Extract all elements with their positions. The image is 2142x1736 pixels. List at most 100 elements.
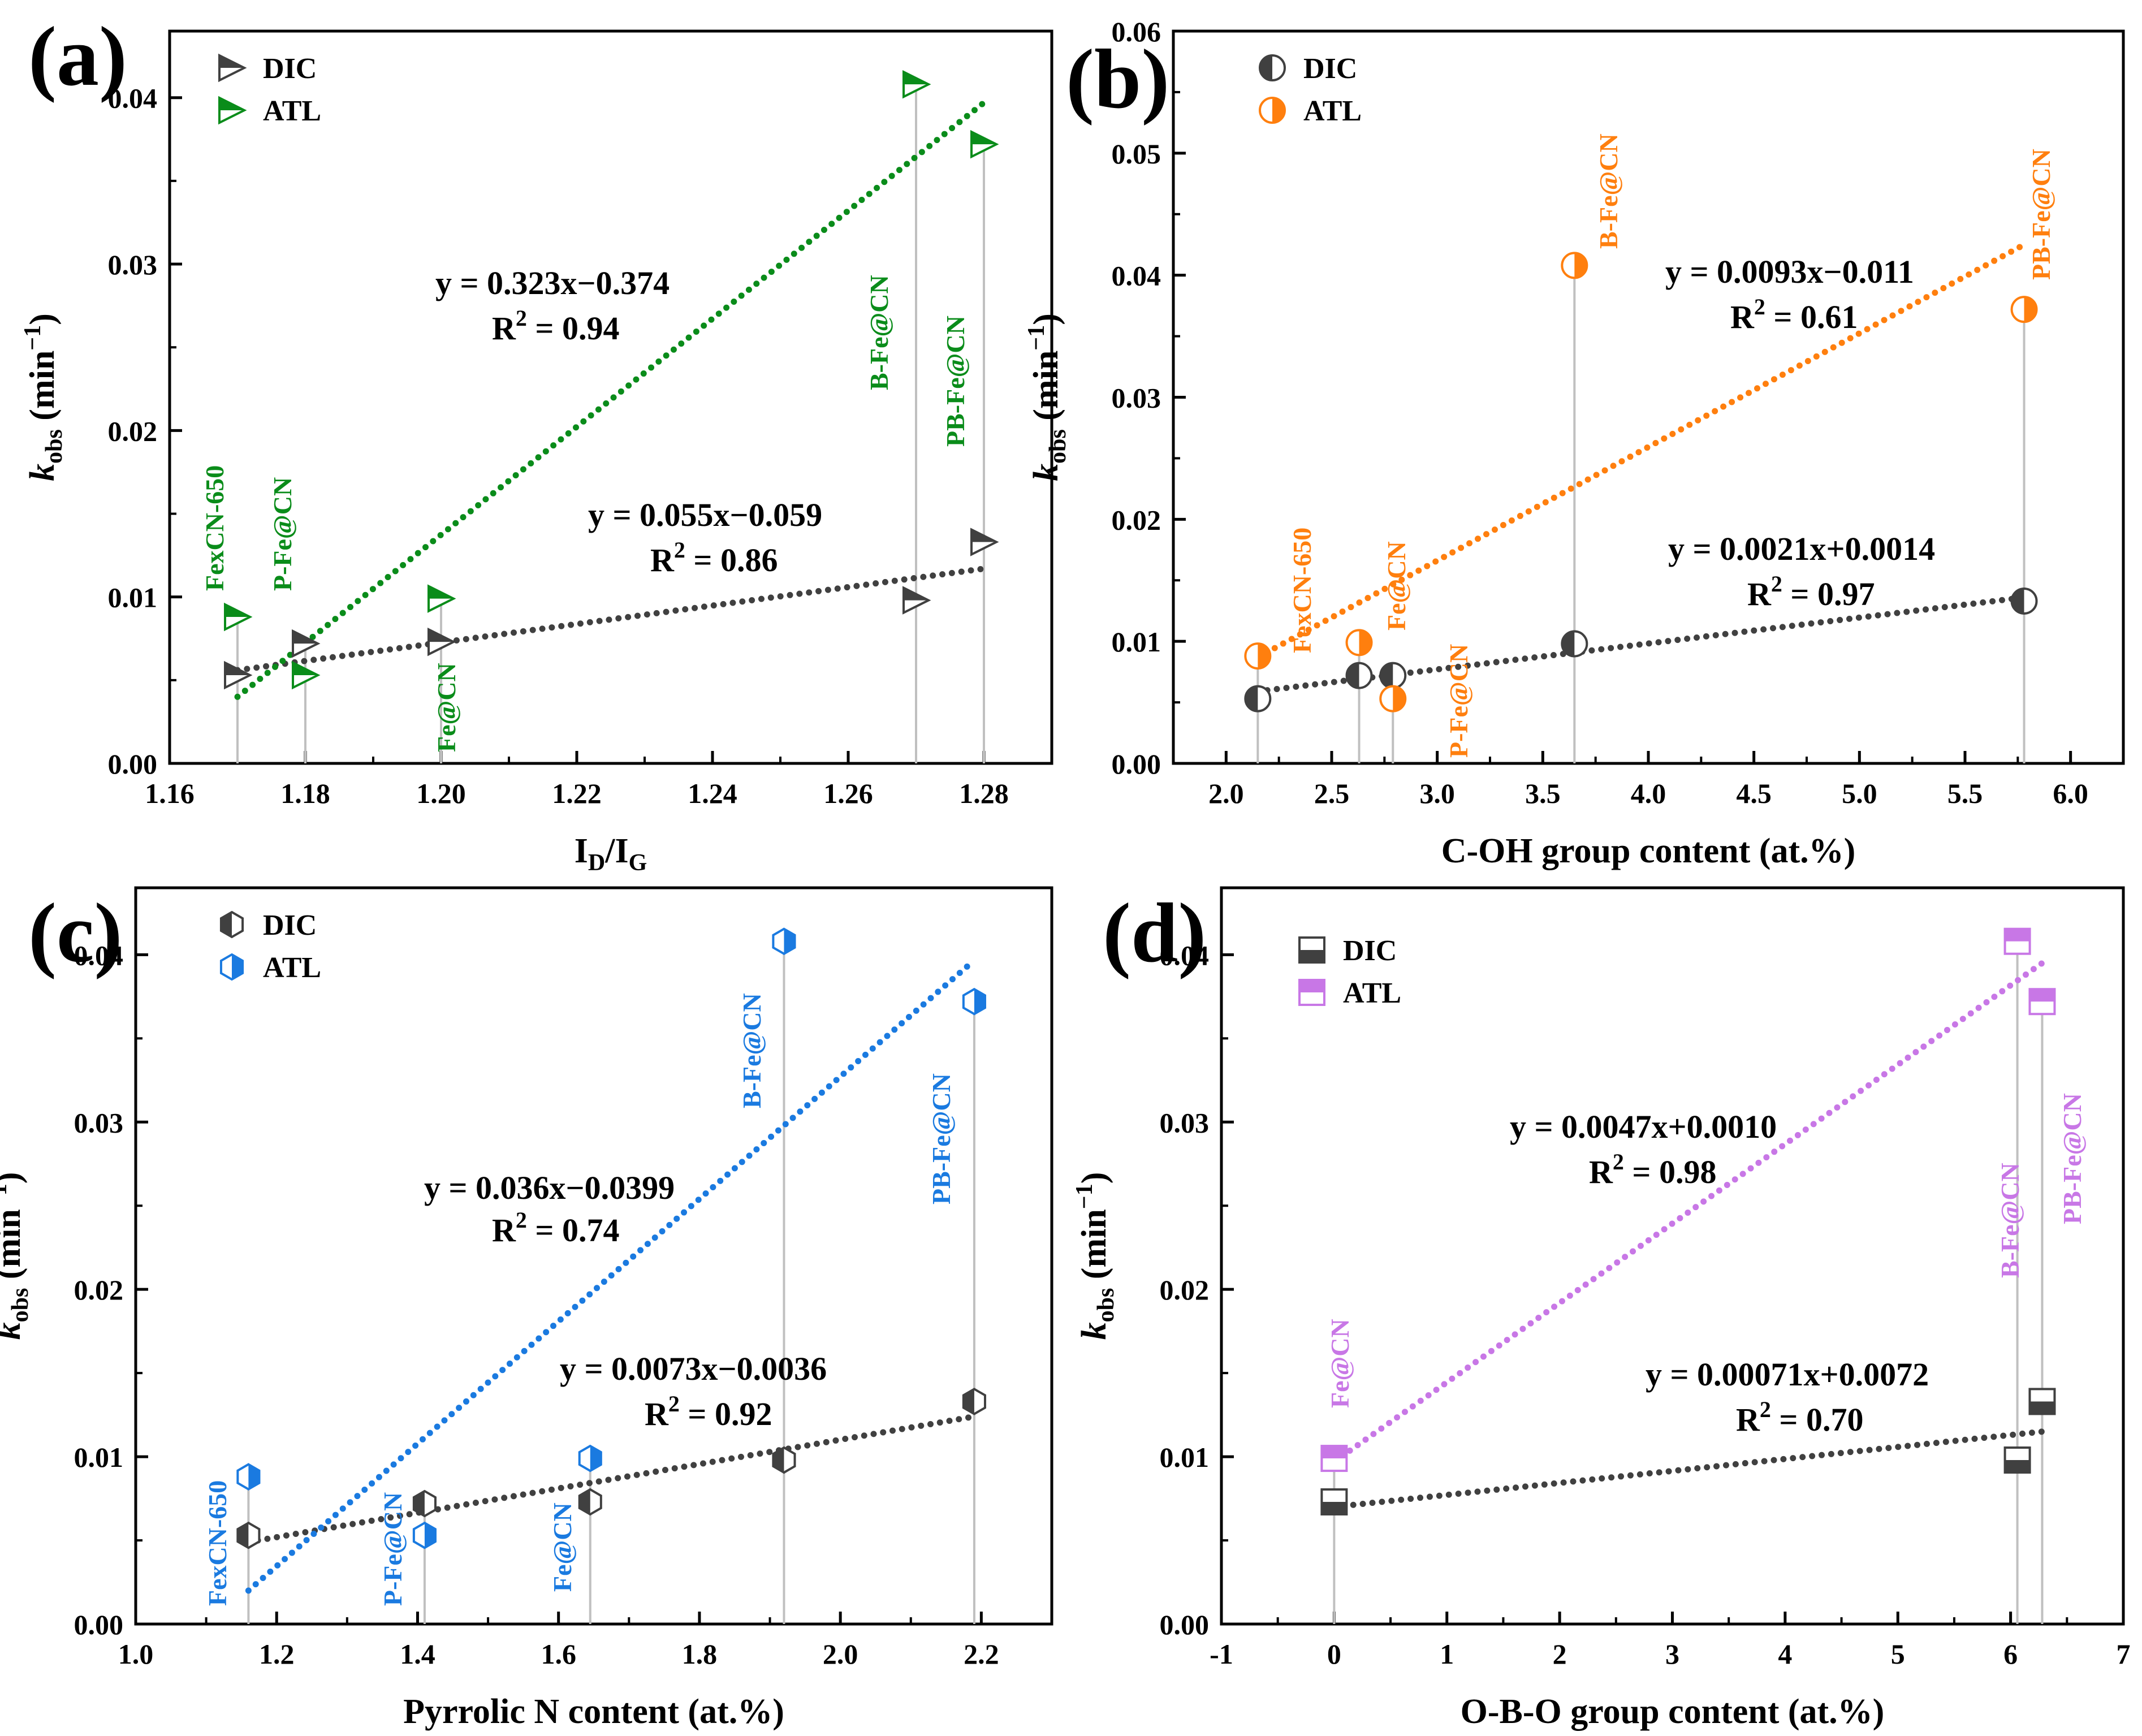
sample-label: Fe@CN bbox=[1382, 541, 1411, 631]
panel-label: (b) bbox=[1066, 32, 1169, 126]
y-tick-label: 0.02 bbox=[108, 415, 158, 447]
x-tick-label: 1.8 bbox=[682, 1638, 718, 1670]
x-tick-label: 5 bbox=[1891, 1638, 1905, 1670]
fit-line-atl bbox=[1331, 960, 2045, 1465]
point-dic bbox=[2028, 1388, 2056, 1415]
fit-line-atl bbox=[1254, 241, 2028, 660]
point-atl bbox=[2003, 927, 2031, 955]
x-axis-label: O-B-O group content (at.%) bbox=[1461, 1692, 1885, 1731]
point-dic bbox=[2010, 587, 2038, 615]
x-tick-label: 1.24 bbox=[688, 778, 737, 809]
point-atl bbox=[2028, 988, 2056, 1016]
point-dic bbox=[412, 1489, 437, 1518]
point-dic bbox=[292, 629, 321, 658]
sample-label: FexCN-650 bbox=[1288, 528, 1316, 653]
x-tick-label: 1.20 bbox=[416, 778, 466, 809]
panel-2: 1.0 1.2 1.4 1.6 1.8 2.0 2.2 0.00 0.01 0.02 0.03 0.0… bbox=[0, 886, 1053, 1731]
y-tick-label: 0.00 bbox=[108, 748, 158, 780]
sample-label: Fe@CN bbox=[548, 1502, 577, 1592]
fit-equation: y = 0.00071x+0.0072 bbox=[1646, 1356, 1929, 1393]
point-atl bbox=[1561, 252, 1588, 279]
y-tick-label: 0.00 bbox=[1160, 1609, 1210, 1640]
x-tick-label: 2.5 bbox=[1314, 778, 1350, 809]
legend-label-dic: DIC bbox=[263, 53, 317, 85]
legend-label-atl: ATL bbox=[263, 952, 321, 984]
fit-r-squared: R2 = 0.70 bbox=[1736, 1397, 1863, 1438]
legend-label-dic: DIC bbox=[263, 909, 317, 942]
sample-label: B-Fe@CN bbox=[1594, 133, 1623, 249]
legend-marker-atl bbox=[1298, 979, 1325, 1006]
y-axis-label: kobs (min−1) bbox=[1072, 1172, 1119, 1340]
plot-frame bbox=[134, 886, 1053, 1626]
x-tick-label: 1.26 bbox=[823, 778, 873, 809]
point-dic bbox=[1345, 662, 1373, 689]
y-tick-label: 0.03 bbox=[1160, 1107, 1210, 1138]
fit-equation: y = 0.0047x+0.0010 bbox=[1510, 1108, 1777, 1145]
y-tick-label: 0.05 bbox=[1112, 138, 1161, 170]
point-dic bbox=[2003, 1446, 2031, 1474]
x-tick-label: 7 bbox=[2117, 1638, 2131, 1670]
y-tick-label: 0.01 bbox=[74, 1441, 124, 1473]
sample-label: B-Fe@CN bbox=[1996, 1163, 2024, 1278]
plot-frame bbox=[168, 29, 1053, 765]
x-tick-label: 1.22 bbox=[552, 778, 602, 809]
y-tick-label: 0.01 bbox=[108, 582, 158, 614]
point-atl bbox=[962, 987, 986, 1016]
legend-marker-dic bbox=[1259, 54, 1286, 81]
point-dic bbox=[962, 1388, 986, 1415]
fit-r-squared: R2 = 0.98 bbox=[1589, 1149, 1716, 1190]
x-axis-label: ID/IG bbox=[575, 832, 647, 876]
fit-line-dic bbox=[1254, 594, 2028, 695]
x-tick-label: -1 bbox=[1210, 1638, 1233, 1670]
x-tick-label: 1.28 bbox=[959, 778, 1009, 809]
fit-equation: y = 0.323x−0.374 bbox=[435, 265, 670, 301]
point-atl bbox=[1345, 629, 1373, 657]
legend-label-atl: ATL bbox=[1303, 95, 1362, 127]
y-tick-label: 0.03 bbox=[74, 1107, 124, 1138]
point-atl bbox=[1244, 642, 1272, 670]
point-dic bbox=[578, 1488, 602, 1516]
point-dic bbox=[1244, 685, 1272, 712]
sample-label: P-Fe@CN bbox=[1444, 644, 1473, 758]
y-tick-label: 0.04 bbox=[1112, 260, 1161, 292]
y-tick-label: 0.01 bbox=[1160, 1441, 1210, 1473]
x-tick-label: 6.0 bbox=[2053, 778, 2088, 809]
fit-line-atl bbox=[234, 100, 987, 700]
point-dic bbox=[1379, 662, 1407, 689]
fit-equation: y = 0.036x−0.0399 bbox=[424, 1169, 675, 1206]
point-dic bbox=[224, 660, 253, 690]
x-tick-label: 5.0 bbox=[1842, 778, 1877, 809]
y-tick-label: 0.03 bbox=[1112, 382, 1161, 414]
legend-marker-dic bbox=[218, 53, 247, 83]
fit-r-squared: R2 = 0.94 bbox=[492, 305, 619, 347]
fit-equation: y = 0.055x−0.059 bbox=[588, 496, 822, 533]
point-atl bbox=[292, 660, 321, 690]
x-tick-label: 3 bbox=[1665, 1638, 1679, 1670]
fit-line-dic bbox=[245, 1413, 978, 1545]
legend-marker-atl bbox=[218, 96, 247, 125]
sample-label: PB-Fe@CN bbox=[2027, 149, 2055, 280]
fit-equation: y = 0.0021x+0.0014 bbox=[1668, 530, 1935, 567]
fit-r-squared: R2 = 0.92 bbox=[645, 1391, 772, 1432]
y-tick-label: 0.02 bbox=[74, 1274, 124, 1306]
point-dic bbox=[1320, 1488, 1348, 1515]
panel-0: 1.16 1.18 1.20 1.22 1.24 1.26 1.28 0.00 0.01 0.02… bbox=[20, 10, 1053, 876]
x-tick-label: 3.5 bbox=[1525, 778, 1561, 809]
point-atl bbox=[2010, 296, 2038, 323]
fit-equation: y = 0.0073x−0.0036 bbox=[560, 1350, 827, 1387]
y-tick-label: 0.06 bbox=[1112, 16, 1161, 47]
panel-1: 2.0 2.5 3.0 3.5 4.0 4.5 5.0 5.5 6.0 0.00 0.01 0.02 0… bbox=[1024, 16, 2125, 870]
y-tick-label: 0.02 bbox=[1112, 504, 1161, 536]
point-atl bbox=[412, 1521, 437, 1549]
legend-label-atl: ATL bbox=[1343, 977, 1401, 1009]
point-dic bbox=[236, 1521, 261, 1549]
panel-label: (d) bbox=[1103, 886, 1206, 980]
legend-label-dic: DIC bbox=[1303, 53, 1357, 85]
point-dic bbox=[902, 586, 931, 615]
x-axis-label: Pyrrolic N content (at.%) bbox=[403, 1692, 784, 1731]
y-tick-label: 0.02 bbox=[1160, 1274, 1210, 1306]
point-atl bbox=[772, 927, 796, 956]
legend-marker-atl bbox=[1259, 97, 1286, 124]
